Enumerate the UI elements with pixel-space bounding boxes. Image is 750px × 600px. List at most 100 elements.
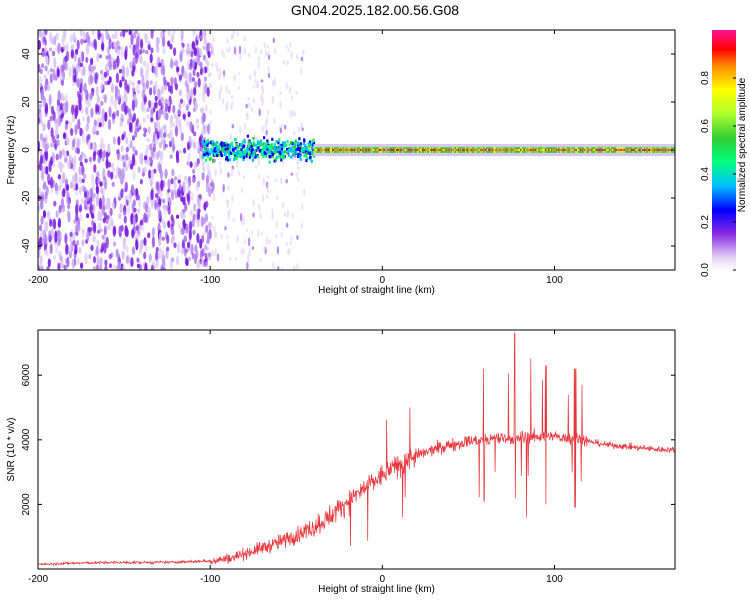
- heatmap-cell: [279, 100, 282, 109]
- heatmap-cell: [143, 212, 147, 223]
- heatmap-cell: [347, 149, 350, 151]
- heatmap-cell: [264, 50, 268, 58]
- heatmap-cell: [221, 144, 224, 148]
- heatmap-cell: [47, 258, 51, 268]
- heatmap-cell: [289, 41, 292, 49]
- heatmap-cell: [651, 149, 654, 151]
- heatmap-cell: [91, 173, 95, 186]
- y-axis-label: Frequency (Hz): [6, 116, 17, 185]
- heatmap-cell: [66, 150, 70, 157]
- heatmap-cell: [201, 155, 204, 159]
- heatmap-cell: [266, 236, 269, 246]
- heatmap-cell: [204, 252, 208, 258]
- heatmap-cell: [193, 131, 197, 136]
- heatmap-cell: [291, 213, 294, 219]
- heatmap-cell: [148, 169, 152, 179]
- heatmap-cell: [286, 209, 290, 219]
- heatmap-cell: [223, 143, 226, 147]
- heatmap-cell: [116, 55, 120, 67]
- heatmap-cell: [71, 104, 75, 115]
- heatmap-cell: [131, 135, 136, 141]
- heatmap-cell: [107, 119, 112, 131]
- heatmap-cell: [158, 129, 162, 138]
- heatmap-cell: [63, 44, 67, 50]
- heatmap-cell: [143, 237, 147, 246]
- heatmap-cell: [125, 66, 129, 78]
- heatmap-cell: [625, 149, 628, 151]
- heatmap-cell: [226, 100, 229, 109]
- heatmap-cell: [280, 143, 283, 147]
- heatmap-cell: [300, 67, 303, 75]
- heatmap-cell: [224, 226, 227, 231]
- heatmap-cell: [214, 247, 217, 257]
- heatmap-cell: [218, 93, 221, 102]
- heatmap-cell: [196, 123, 200, 130]
- heatmap-cell: [262, 155, 265, 159]
- heatmap-cell: [43, 181, 47, 189]
- heatmap-cell: [425, 149, 427, 151]
- heatmap-cell: [193, 161, 197, 170]
- heatmap-cell: [202, 142, 205, 146]
- heatmap-cell: [201, 130, 205, 135]
- heatmap-cell: [273, 117, 276, 125]
- heatmap-cell: [150, 47, 154, 54]
- heatmap-cell: [239, 125, 242, 134]
- heatmap-cell: [120, 113, 124, 120]
- heatmap-cell: [278, 138, 281, 142]
- heatmap-cell: [125, 30, 129, 33]
- heatmap-cell: [257, 60, 260, 70]
- heatmap-cell: [363, 149, 365, 151]
- heatmap-cell: [222, 75, 226, 79]
- heatmap-cell: [274, 47, 277, 55]
- heatmap-cell: [142, 117, 146, 123]
- heatmap-cell: [237, 85, 240, 90]
- heatmap-cell: [103, 93, 107, 104]
- heatmap-cell: [206, 87, 210, 97]
- heatmap-cell: [201, 161, 205, 167]
- heatmap-cell: [162, 47, 166, 55]
- heatmap-cell: [203, 153, 206, 156]
- heatmap-cell: [293, 130, 296, 136]
- heatmap-cell: [173, 113, 177, 119]
- heatmap-cell: [104, 259, 108, 266]
- heatmap-cell: [606, 149, 609, 151]
- heatmap-cell: [144, 262, 148, 270]
- heatmap-cell: [153, 168, 157, 174]
- heatmap-cell: [178, 102, 182, 110]
- heatmap-cell: [290, 149, 293, 153]
- heatmap-cell: [124, 195, 128, 200]
- heatmap-cell: [147, 206, 151, 219]
- heatmap-cell: [143, 32, 147, 40]
- heatmap-cell: [193, 253, 198, 265]
- snr-data-point: [640, 447, 642, 449]
- snr-data-point: [467, 440, 469, 442]
- heatmap-cell: [547, 149, 550, 151]
- heatmap-cell: [44, 143, 48, 153]
- heatmap-cell: [283, 141, 286, 145]
- heatmap-cell: [226, 234, 229, 240]
- heatmap-cell: [206, 144, 209, 147]
- heatmap-cell: [105, 202, 109, 211]
- heatmap-cell: [218, 145, 221, 149]
- heatmap-cell: [49, 68, 54, 73]
- heatmap-cell: [302, 149, 305, 153]
- heatmap-cell: [206, 140, 209, 144]
- heatmap-cell: [421, 149, 424, 151]
- heatmap-cell: [196, 34, 200, 41]
- heatmap-cell: [242, 247, 245, 255]
- heatmap-cell: [475, 149, 478, 151]
- heatmap-cell: [306, 148, 310, 152]
- heatmap-cell: [297, 141, 300, 145]
- heatmap-cell: [185, 178, 189, 184]
- heatmap-cell: [252, 199, 255, 207]
- heatmap-cell: [252, 144, 255, 147]
- heatmap-cell: [203, 30, 207, 38]
- heatmap-cell: [243, 238, 247, 244]
- heatmap-cell: [188, 72, 192, 84]
- heatmap-cell: [54, 74, 58, 81]
- heatmap-cell: [96, 94, 100, 104]
- heatmap-cell: [45, 55, 49, 65]
- heatmap-cell: [269, 145, 272, 149]
- heatmap-cell: [162, 64, 166, 76]
- heatmap-cell: [82, 65, 86, 77]
